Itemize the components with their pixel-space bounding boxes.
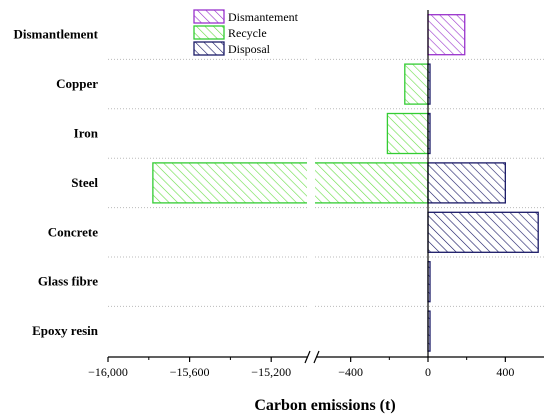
grid-lines bbox=[108, 58, 544, 307]
bar-recycle-steel bbox=[152, 162, 429, 204]
x-tick-label: −15,600 bbox=[170, 365, 210, 379]
x-tick-label: −16,000 bbox=[88, 365, 128, 379]
category-label: Epoxy resin bbox=[32, 323, 99, 338]
category-label: Dismantlement bbox=[14, 27, 99, 42]
axis-break-mark bbox=[304, 350, 311, 364]
axis-break-mark bbox=[313, 350, 320, 364]
legend-label-disposal: Disposal bbox=[228, 42, 271, 56]
bar-recycle-iron bbox=[386, 112, 429, 155]
bar-disposal-concrete bbox=[427, 211, 539, 253]
category-label: Steel bbox=[71, 175, 98, 190]
axis-break-gap bbox=[307, 10, 315, 354]
legend-label-recycle: Recycle bbox=[228, 26, 267, 40]
x-tick-label: −15,200 bbox=[251, 365, 291, 379]
category-label: Glass fibre bbox=[38, 274, 98, 289]
legend: Dismantement Recycle Disposal bbox=[193, 9, 299, 56]
category-label: Iron bbox=[74, 126, 99, 141]
category-label: Concrete bbox=[48, 224, 99, 239]
legend-swatch-disposal bbox=[193, 41, 225, 56]
legend-swatch-recycle bbox=[193, 25, 225, 40]
bar-dismantement-dismantlement bbox=[427, 14, 466, 56]
x-axis-title: Carbon emissions (t) bbox=[254, 397, 395, 414]
bars bbox=[152, 10, 539, 354]
category-labels: Dismantlement Copper Iron Steel Concrete Glas… bbox=[14, 27, 99, 338]
bar-recycle-copper bbox=[404, 63, 429, 105]
legend-swatch-dismantement bbox=[193, 9, 225, 24]
x-tick-label: −400 bbox=[338, 365, 363, 379]
bar-disposal-steel bbox=[427, 162, 506, 204]
x-tick-label: 400 bbox=[496, 365, 514, 379]
x-axis: −16,000 −15,600 −15,200 −400 0 400 bbox=[88, 10, 544, 379]
legend-label-dismantement: Dismantement bbox=[228, 10, 299, 24]
x-tick-label: 0 bbox=[425, 365, 431, 379]
category-label: Copper bbox=[56, 76, 98, 91]
